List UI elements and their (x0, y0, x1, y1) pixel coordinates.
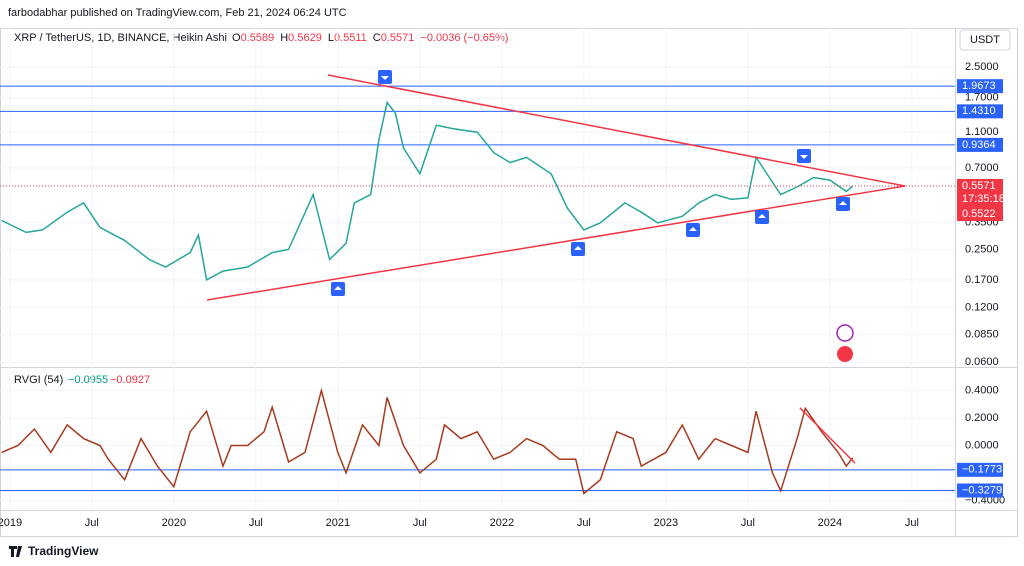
y-tick-label: 0.4000 (965, 384, 999, 396)
publisher: farbodabhar published on TradingView.com… (8, 7, 347, 19)
event-icon[interactable] (837, 346, 853, 362)
ohlc-item: 0.5589 (241, 32, 275, 44)
indicator-reading: −0.0955 (68, 374, 108, 386)
level-label: 1.9673 (962, 80, 996, 92)
x-tick-label: Jul (413, 517, 427, 529)
ohlc-item: 0.5629 (288, 32, 322, 44)
x-tick-label: 2021 (326, 517, 350, 529)
countdown: 17:35:18 (962, 193, 1005, 205)
x-tick-label: 2023 (654, 517, 678, 529)
level-label-bg (957, 104, 1003, 119)
last-price-label: 0.5571 (962, 180, 996, 192)
level-label-bg (957, 137, 1003, 152)
level-label: −0.3279 (962, 484, 1002, 496)
last-price-bg (957, 178, 1003, 207)
ohlc: O 0.5589 H 0.5629 L 0.5511 C 0.5571 −0.0036 (−0.… (232, 32, 508, 44)
level-label: 0.9364 (962, 139, 996, 151)
ohlc-item: L (328, 32, 334, 44)
x-tick-label: 2019 (0, 517, 22, 529)
level-label: −0.1773 (962, 464, 1002, 476)
logo-mark (9, 546, 22, 557)
y-tick-label: 1.1000 (965, 126, 999, 138)
prev-price-bg (957, 206, 1003, 221)
x-tick-label: Jul (905, 517, 919, 529)
level-label-bg (957, 79, 1003, 94)
x-tick-label: 2024 (818, 517, 842, 529)
currency[interactable]: USDT (970, 34, 1000, 46)
x-tick-label: 2020 (162, 517, 186, 529)
x-tick-label: Jul (249, 517, 263, 529)
x-tick-label: Jul (85, 517, 99, 529)
level-label-bg (957, 462, 1003, 477)
x-tick-label: Jul (741, 517, 755, 529)
ohlc-item: −0.0036 (−0.65%) (420, 32, 508, 44)
y-tick-label: 0.1200 (965, 301, 999, 313)
arrow-glyphs (334, 76, 847, 290)
event-icon[interactable] (836, 324, 854, 342)
series-line (1, 387, 854, 495)
y-tick-label: 2.5000 (965, 61, 999, 73)
x-tick-label: Jul (577, 517, 591, 529)
logo: TradingView (28, 544, 99, 558)
ohlc-item: H (280, 32, 288, 44)
y-tick-label: 0.7000 (965, 162, 999, 174)
level-label: 1.4310 (962, 105, 996, 117)
ohlc-item: 0.5571 (381, 32, 415, 44)
y-tick-label: 0.0600 (965, 356, 999, 368)
ohlc-item: 0.5511 (334, 32, 367, 44)
ohlc-item: C (373, 32, 381, 44)
y-tick-label: 1.7000 (965, 92, 999, 104)
prev-price-label: 0.5522 (962, 208, 996, 220)
trendline (799, 407, 856, 464)
ohlc-item: O (232, 32, 241, 44)
indicator-reading: −0.0927 (110, 374, 150, 386)
y-tick-label: 0.2500 (965, 243, 999, 255)
level-label-bg (957, 483, 1003, 498)
series-line (1, 100, 854, 282)
y-tick-label: 0.1700 (965, 274, 999, 286)
frame (0, 28, 1018, 537)
trendline (327, 74, 906, 187)
y-tick-label: 0.2000 (965, 412, 999, 424)
symbol: XRP / TetherUS, 1D, BINANCE, Heikin Ashi (14, 32, 227, 44)
trendline (206, 185, 906, 301)
currency-button[interactable] (959, 29, 1011, 51)
indicator-name: RVGI (54) (14, 374, 63, 386)
x-tick-label: 2022 (490, 517, 514, 529)
y-tick-label: 0.0000 (965, 439, 999, 451)
y-tick-label: 0.0850 (965, 329, 999, 341)
